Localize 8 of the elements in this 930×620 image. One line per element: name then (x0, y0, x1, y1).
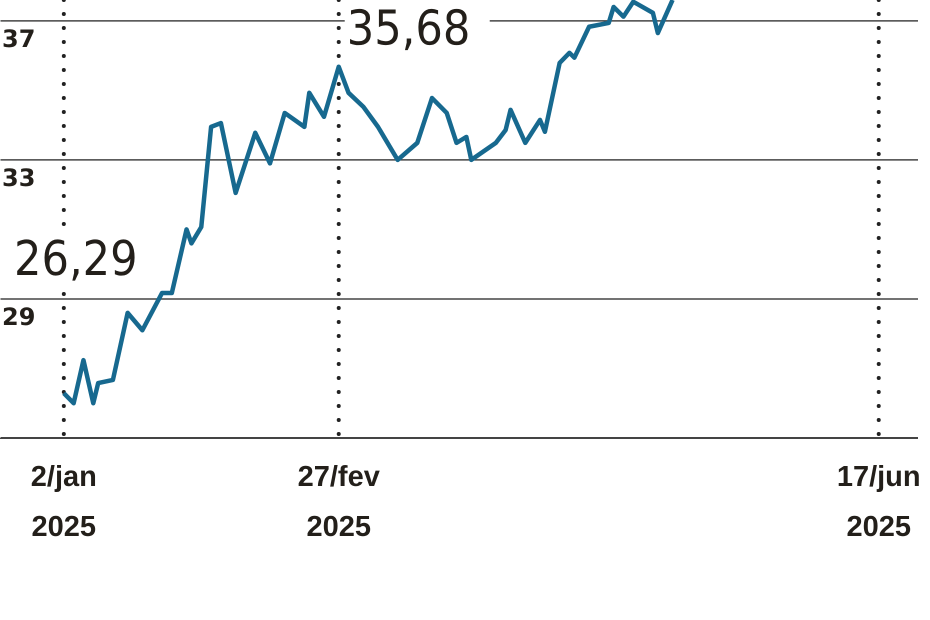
x-tick-label: 27/fev 2025 (298, 461, 380, 543)
annotation: 35,68 (346, 0, 470, 57)
x-tick-label: 17/jun 2025 (836, 461, 921, 543)
y-tick-label: 33 (2, 164, 36, 192)
y-tick-label: 29 (2, 302, 36, 331)
annotation: 26,29 (14, 231, 138, 288)
x-tick-label: 2/jan 2025 (30, 461, 97, 543)
y-tick-label: 37 (2, 24, 36, 53)
